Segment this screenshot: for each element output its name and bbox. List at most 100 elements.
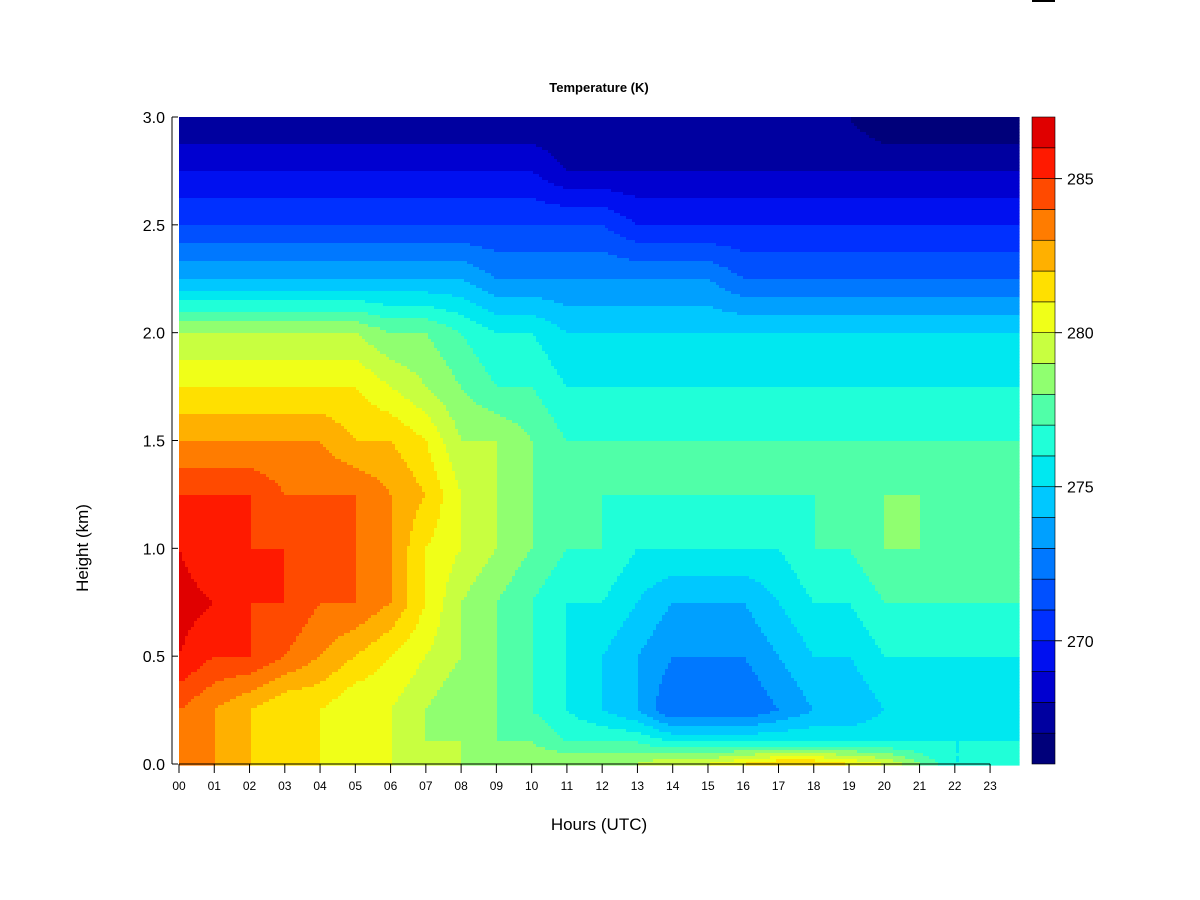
heatmap-cell [803, 636, 873, 640]
heatmap-cell [392, 534, 411, 538]
heatmap-cell [179, 267, 480, 271]
heatmap-cell [710, 279, 1020, 283]
heatmap-cell [455, 666, 498, 670]
heatmap-cell [179, 309, 447, 313]
heatmap-cell [425, 597, 444, 601]
heatmap-cell [857, 669, 1020, 673]
heatmap-cell [386, 660, 423, 664]
heatmap-cell [788, 561, 858, 565]
heatmap-cell [179, 249, 495, 253]
heatmap-cell [179, 546, 252, 550]
heatmap-cell [461, 516, 498, 520]
heatmap-cell [713, 306, 1020, 310]
heatmap-cell [188, 675, 237, 679]
heatmap-cell [875, 756, 906, 760]
heatmap-cell [320, 747, 393, 751]
heatmap-cell [488, 309, 723, 313]
heatmap-cell [497, 519, 534, 523]
heatmap-cell [179, 459, 342, 463]
heatmap-cell [356, 528, 393, 532]
heatmap-cell [533, 627, 567, 631]
heatmap-cell [446, 678, 498, 682]
heatmap-cell [515, 570, 552, 574]
heatmap-cell [473, 348, 543, 352]
colorbar-bin [1031, 486, 1056, 518]
heatmap-cell [920, 534, 1020, 538]
heatmap-cell [368, 675, 414, 679]
heatmap-cell [554, 729, 627, 733]
heatmap-cell [428, 441, 444, 445]
heatmap-cell [479, 360, 552, 364]
heatmap-cell [407, 555, 426, 559]
heatmap-cell [179, 204, 561, 208]
y-tick-label: 2.0 [143, 326, 165, 343]
heatmap-cell [566, 663, 603, 667]
heatmap-cell [179, 423, 342, 427]
heatmap-cell [443, 489, 462, 493]
heatmap-cell [440, 621, 462, 625]
heatmap-cell [365, 366, 408, 370]
heatmap-cell [212, 684, 264, 688]
heatmap-cell [179, 708, 216, 712]
heatmap-cell [389, 603, 408, 607]
heatmap-cell [497, 453, 534, 457]
heatmap-cell [533, 453, 1020, 457]
heatmap-cell [428, 705, 498, 709]
heatmap-cell [878, 645, 1020, 649]
heatmap-cell [782, 660, 855, 664]
heatmap-cell [533, 492, 1020, 496]
heatmap-cell [311, 660, 348, 664]
heatmap-cell [215, 732, 252, 736]
heatmap-cell [530, 435, 564, 439]
heatmap-cell [179, 174, 540, 178]
heatmap-cell [377, 477, 417, 481]
heatmap-cell [416, 627, 438, 631]
heatmap-cell [467, 339, 537, 343]
heatmap-cell [179, 567, 189, 571]
heatmap-cell [665, 669, 753, 673]
colorbar-bin [1031, 517, 1056, 549]
heatmap-cell [443, 357, 480, 361]
heatmap-cell [542, 399, 1020, 403]
heatmap-cell [179, 324, 369, 328]
heatmap-cell [410, 399, 441, 403]
heatmap-cell [857, 612, 1020, 616]
heatmap-cell [551, 321, 1020, 325]
heatmap-cell [461, 513, 498, 517]
heatmap-cell [260, 471, 366, 475]
heatmap-cell [476, 303, 564, 307]
heatmap-cell [344, 663, 384, 667]
heatmap-cell [809, 711, 882, 715]
heatmap-cell [779, 603, 852, 607]
heatmap-cell [794, 624, 864, 628]
heatmap-cell [179, 444, 324, 448]
heatmap-cell [179, 276, 495, 280]
heatmap-cell [638, 687, 660, 691]
heatmap-cell [548, 408, 1020, 412]
heatmap-cell [422, 378, 456, 382]
heatmap-cell [815, 759, 858, 763]
heatmap-cell [446, 363, 483, 367]
heatmap-cell [392, 561, 408, 565]
heatmap-cell [611, 588, 648, 592]
heatmap-cell [179, 747, 216, 751]
heatmap-cell [602, 693, 639, 697]
heatmap-cell [425, 411, 450, 415]
heatmap-cell [179, 405, 378, 409]
heatmap-cell [497, 606, 534, 610]
heatmap-cell [959, 750, 1020, 754]
heatmap-cell [566, 687, 603, 691]
heatmap-cell [461, 498, 498, 502]
heatmap-cell [668, 609, 750, 613]
heatmap-cell [815, 525, 885, 529]
heatmap-cell [533, 705, 567, 709]
heatmap-cell [407, 639, 435, 643]
heatmap-cell [566, 675, 603, 679]
heatmap-cell [392, 729, 426, 733]
heatmap-cell [407, 564, 426, 568]
heatmap-cell [743, 276, 1020, 280]
heatmap-cell [434, 534, 462, 538]
heatmap-cell [461, 630, 498, 634]
heatmap-cell [179, 126, 858, 130]
heatmap-cell [425, 384, 462, 388]
